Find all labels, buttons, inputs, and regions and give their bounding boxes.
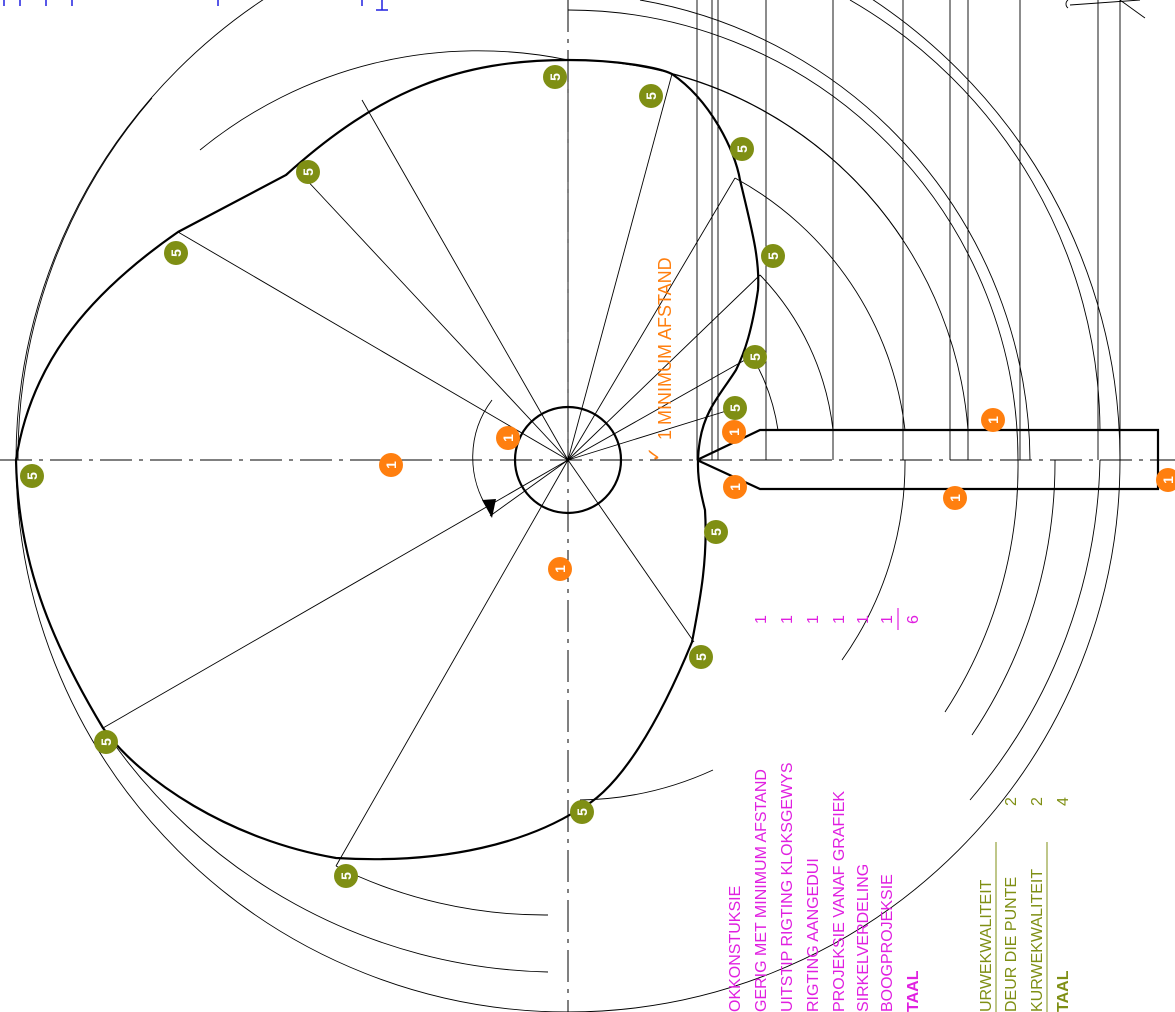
- svg-text:5: 5: [574, 808, 590, 816]
- svg-text:5: 5: [708, 528, 724, 536]
- svg-text:5: 5: [643, 92, 659, 100]
- marker-five: 5: [94, 730, 118, 754]
- scheme-total-label: TAAL: [905, 970, 922, 1012]
- check-mark: ✓: [644, 447, 664, 462]
- curve-item-label: DEUR DIE PUNTE: [1003, 877, 1020, 1012]
- svg-text:5: 5: [693, 653, 709, 661]
- marker-five: 5: [743, 345, 767, 369]
- minimum-distance-label: 1 MINIMUM AFSTAND: [655, 257, 675, 440]
- curve-total-label: TAAL: [1055, 970, 1072, 1012]
- scheme-item-label: RIGTING AANGEDUI: [805, 858, 822, 1012]
- svg-text:5: 5: [727, 404, 743, 412]
- svg-text:5: 5: [765, 252, 781, 260]
- scheme-item-score: 1: [779, 615, 796, 624]
- marker-five: 5: [723, 396, 747, 420]
- curve-total-value: 4: [1055, 797, 1072, 806]
- marker-five: 5: [761, 244, 785, 268]
- curve-scheme: URWEKWALITEIT DEUR DIE PUNTE KURWEKWALIT…: [978, 797, 1072, 1012]
- svg-text:1: 1: [1160, 476, 1175, 484]
- follower: [696, 428, 1160, 491]
- marker-five: 5: [164, 241, 188, 265]
- top-edge-fragments: [3, 0, 388, 11]
- scheme-item-label: UITSTIP RIGTING KLOKSGEWYS: [779, 762, 796, 1012]
- scheme-item-score: 1: [753, 615, 770, 624]
- cam-profile: [14, 58, 760, 861]
- projection-arcs: [17, 0, 1146, 973]
- svg-text:5: 5: [734, 145, 750, 153]
- marker-one: 1: [981, 408, 1005, 432]
- svg-text:5: 5: [98, 738, 114, 746]
- curve-item-score: 2: [1029, 797, 1046, 806]
- scheme-item-label: OKKONSTUKSIE: [727, 886, 744, 1012]
- marker-one: 1: [379, 453, 403, 477]
- curve-item-score: 2: [1003, 797, 1020, 806]
- marker-five: 5: [20, 464, 44, 488]
- scheme-item-label: GERIG MET MINIMUM AFSTAND: [753, 769, 770, 1012]
- scheme-item-label: SIRKELVERDELING: [855, 864, 872, 1012]
- radial-lines: [102, 60, 761, 867]
- svg-text:1: 1: [985, 416, 1001, 424]
- svg-text:5: 5: [300, 168, 316, 176]
- marker-five: 5: [570, 800, 594, 824]
- marker-one: 1: [1156, 468, 1175, 492]
- marker-five: 5: [704, 520, 728, 544]
- scheme-item-score: 1: [805, 615, 822, 624]
- svg-text:1: 1: [500, 434, 516, 442]
- minimum-distance-annotation: ✓ 1 MINIMUM AFSTAND: [644, 257, 675, 462]
- marker-five: 5: [334, 864, 358, 888]
- curve-item-label: KURWEKWALITEIT: [1029, 869, 1046, 1012]
- marker-five: 5: [543, 65, 567, 89]
- scheme-item-score: 1: [855, 615, 872, 624]
- marker-five: 5: [730, 137, 754, 161]
- scheme-item-score: 1: [879, 615, 896, 624]
- svg-text:5: 5: [747, 353, 763, 361]
- marker-five: 5: [296, 160, 320, 184]
- svg-text:5: 5: [547, 73, 563, 81]
- svg-text:1: 1: [726, 428, 742, 436]
- rotation-arrow: [472, 399, 569, 518]
- marker-one: 1: [722, 420, 746, 444]
- marker-one: 1: [723, 475, 747, 499]
- markers-five: 5 5 5 5 5 5 5 5 5 5 5 5 5 5: [20, 65, 785, 888]
- scheme-item-label: BOOGPROJEKSIE: [879, 874, 896, 1012]
- svg-text:1: 1: [552, 565, 568, 573]
- marker-five: 5: [689, 645, 713, 669]
- scheme-item-label: PROJEKSIE VANAF GRAFIEK: [831, 791, 848, 1012]
- base-circle: [513, 405, 623, 515]
- construction-scheme: OKKONSTUKSIE GERIG MET MINIMUM AFSTAND U…: [727, 608, 922, 1012]
- svg-text:1: 1: [727, 483, 743, 491]
- svg-text:5: 5: [24, 472, 40, 480]
- curve-item-label: URWEKWALITEIT: [978, 879, 995, 1012]
- svg-text:5: 5: [338, 872, 354, 880]
- marker-one: 1: [548, 557, 572, 581]
- marker-one: 1: [496, 426, 520, 450]
- scheme-item-score: 1: [831, 615, 848, 624]
- markers-one: 1 1 1 1 1 1 1 1: [379, 408, 1175, 581]
- svg-text:1: 1: [383, 461, 399, 469]
- scheme-total-value: 6: [905, 615, 922, 624]
- projection-verticals: [696, 0, 1121, 460]
- svg-text:1: 1: [947, 494, 963, 502]
- marker-five: 5: [639, 84, 663, 108]
- svg-text:5: 5: [168, 249, 184, 257]
- marker-one: 1: [943, 486, 967, 510]
